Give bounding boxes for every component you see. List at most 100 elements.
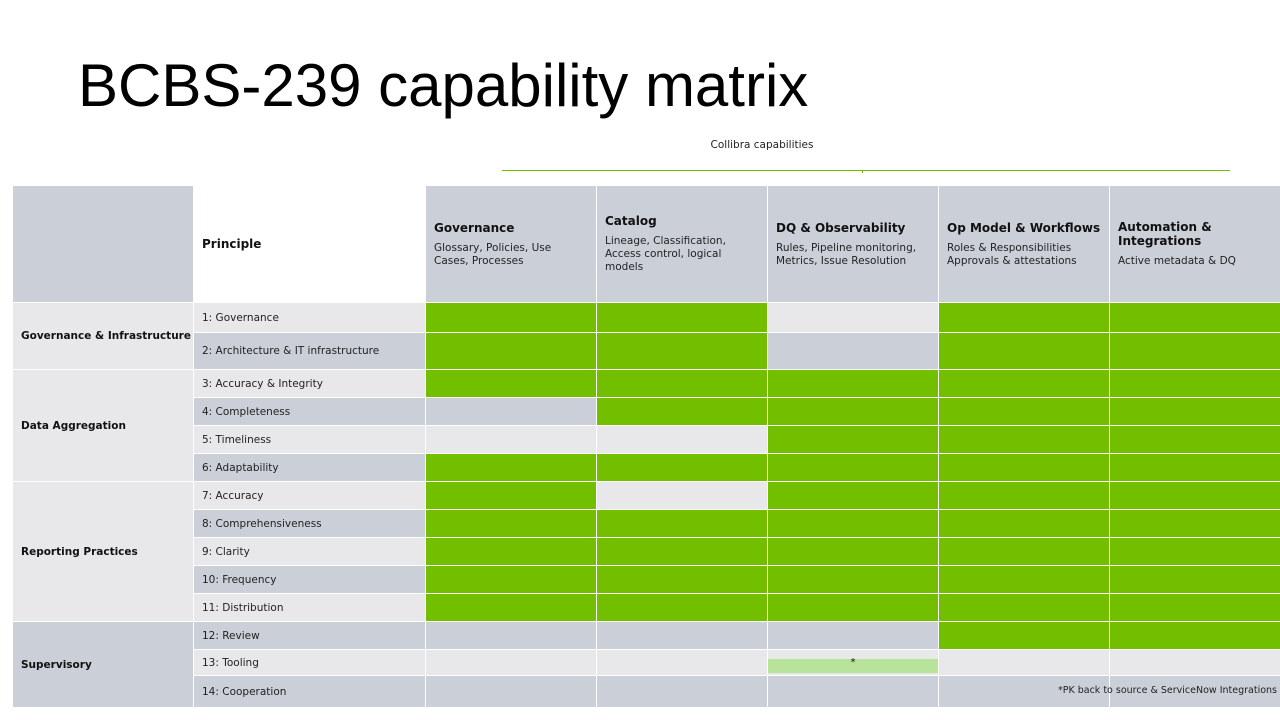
capabilities-bracket-tick (862, 170, 863, 173)
principle-row: 10: Frequency (13, 565, 1280, 594)
principle-row: Reporting Practices 7: Accuracy (12, 481, 1280, 622)
coverage-cell (1109, 481, 1280, 510)
coverage-cell (938, 302, 1110, 333)
coverage-cell (425, 565, 597, 594)
coverage-cell (425, 453, 597, 482)
coverage-cell (767, 509, 939, 538)
capability-desc: Active metadata & DQ (1118, 255, 1236, 267)
principle-label: 11: Distribution (193, 593, 426, 622)
coverage-cell (425, 649, 597, 676)
group-label: Data Aggregation (12, 369, 194, 482)
coverage-cell (938, 621, 1110, 650)
capability-header-opmodel: Op Model & Workflows Roles & Responsibil… (938, 185, 1110, 303)
coverage-cell (767, 302, 939, 333)
coverage-cell (596, 332, 768, 370)
coverage-cell (767, 675, 939, 708)
coverage-cell (938, 397, 1110, 426)
coverage-cell (938, 593, 1110, 622)
coverage-cell (938, 369, 1110, 398)
principle-label: 12: Review (193, 621, 426, 650)
coverage-cell (596, 397, 768, 426)
coverage-cell (596, 481, 768, 510)
header-row: Principle Governance Glossary, Policies,… (12, 185, 1280, 303)
principle-label: 14: Cooperation (193, 675, 426, 708)
capabilities-bracket (502, 170, 1230, 171)
principle-row: 4: Completeness (13, 397, 1280, 426)
coverage-cell (596, 649, 768, 676)
principle-label: 2: Architecture & IT infrastructure (193, 332, 426, 370)
principle-header: Principle (193, 185, 426, 303)
capability-header-governance: Governance Glossary, Policies, Use Cases… (425, 185, 597, 303)
capability-desc: Roles & Responsibilities Approvals & att… (947, 241, 1077, 267)
coverage-cell (938, 481, 1110, 510)
coverage-cell (1109, 537, 1280, 566)
coverage-cell (425, 332, 597, 370)
capability-desc: Glossary, Policies, Use Cases, Processes (434, 241, 552, 267)
coverage-cell (1109, 369, 1280, 398)
coverage-cell (596, 621, 768, 650)
capability-header-catalog: Catalog Lineage, Classification, Access … (596, 185, 768, 303)
capability-name: DQ & Observability (776, 220, 906, 235)
coverage-cell (1109, 649, 1280, 676)
coverage-cell (596, 425, 768, 454)
coverage-cell (1109, 675, 1280, 708)
coverage-cell (767, 369, 939, 398)
coverage-cell (938, 332, 1110, 370)
coverage-cell (1109, 425, 1280, 454)
principle-row: 13: Tooling * (13, 649, 1280, 676)
partial-coverage-bar: * (768, 658, 938, 673)
coverage-cell (596, 675, 768, 708)
capability-matrix: Principle Governance Glossary, Policies,… (12, 185, 1280, 708)
coverage-cell (425, 675, 597, 708)
principle-label: 4: Completeness (193, 397, 426, 426)
capability-desc: Lineage, Classification, Access control,… (605, 235, 726, 273)
coverage-cell (938, 509, 1110, 538)
principle-label: 10: Frequency (193, 565, 426, 594)
coverage-cell (425, 481, 597, 510)
principle-label: 6: Adaptability (193, 453, 426, 482)
coverage-cell (767, 593, 939, 622)
header-corner (12, 185, 194, 303)
principle-row: 11: Distribution (13, 593, 1280, 622)
principle-row: 14: Cooperation (13, 675, 1280, 708)
coverage-cell (938, 537, 1110, 566)
principle-row: 8: Comprehensiveness (13, 509, 1280, 538)
coverage-cell (1109, 621, 1280, 650)
principle-label: 7: Accuracy (193, 481, 426, 510)
capability-header-dq: DQ & Observability Rules, Pipeline monit… (767, 185, 939, 303)
coverage-cell (938, 453, 1110, 482)
principle-label: 13: Tooling (193, 649, 426, 676)
coverage-cell (596, 565, 768, 594)
principle-label: 9: Clarity (193, 537, 426, 566)
capability-name: Governance (434, 220, 515, 235)
coverage-cell (425, 621, 597, 650)
coverage-cell (596, 369, 768, 398)
capability-name: Op Model & Workflows (947, 220, 1101, 235)
principle-row: 2: Architecture & IT infrastructure (13, 332, 1280, 370)
coverage-cell (596, 593, 768, 622)
coverage-cell (767, 565, 939, 594)
coverage-cell (425, 425, 597, 454)
principle-row: Data Aggregation 3: Accuracy & Integrity (12, 369, 1280, 482)
coverage-cell (767, 621, 939, 650)
capability-name: Catalog (605, 214, 657, 228)
coverage-cell (1109, 509, 1280, 538)
coverage-cell (767, 332, 939, 370)
coverage-cell (1109, 565, 1280, 594)
coverage-cell (1109, 397, 1280, 426)
principle-label: 8: Comprehensiveness (193, 509, 426, 538)
coverage-cell (596, 453, 768, 482)
coverage-cell (425, 397, 597, 426)
capability-header-automation: Automation & Integrations Active metadat… (1109, 185, 1280, 303)
coverage-cell (425, 369, 597, 398)
principle-row: 6: Adaptability (13, 453, 1280, 482)
principle-row: 5: Timeliness (13, 425, 1280, 454)
principle-label: 3: Accuracy & Integrity (193, 369, 426, 398)
principle-label: 5: Timeliness (193, 425, 426, 454)
coverage-cell (767, 425, 939, 454)
coverage-cell (767, 481, 939, 510)
coverage-cell: * (767, 649, 939, 676)
coverage-cell (767, 537, 939, 566)
coverage-cell (938, 565, 1110, 594)
group-label: Supervisory (12, 621, 194, 708)
